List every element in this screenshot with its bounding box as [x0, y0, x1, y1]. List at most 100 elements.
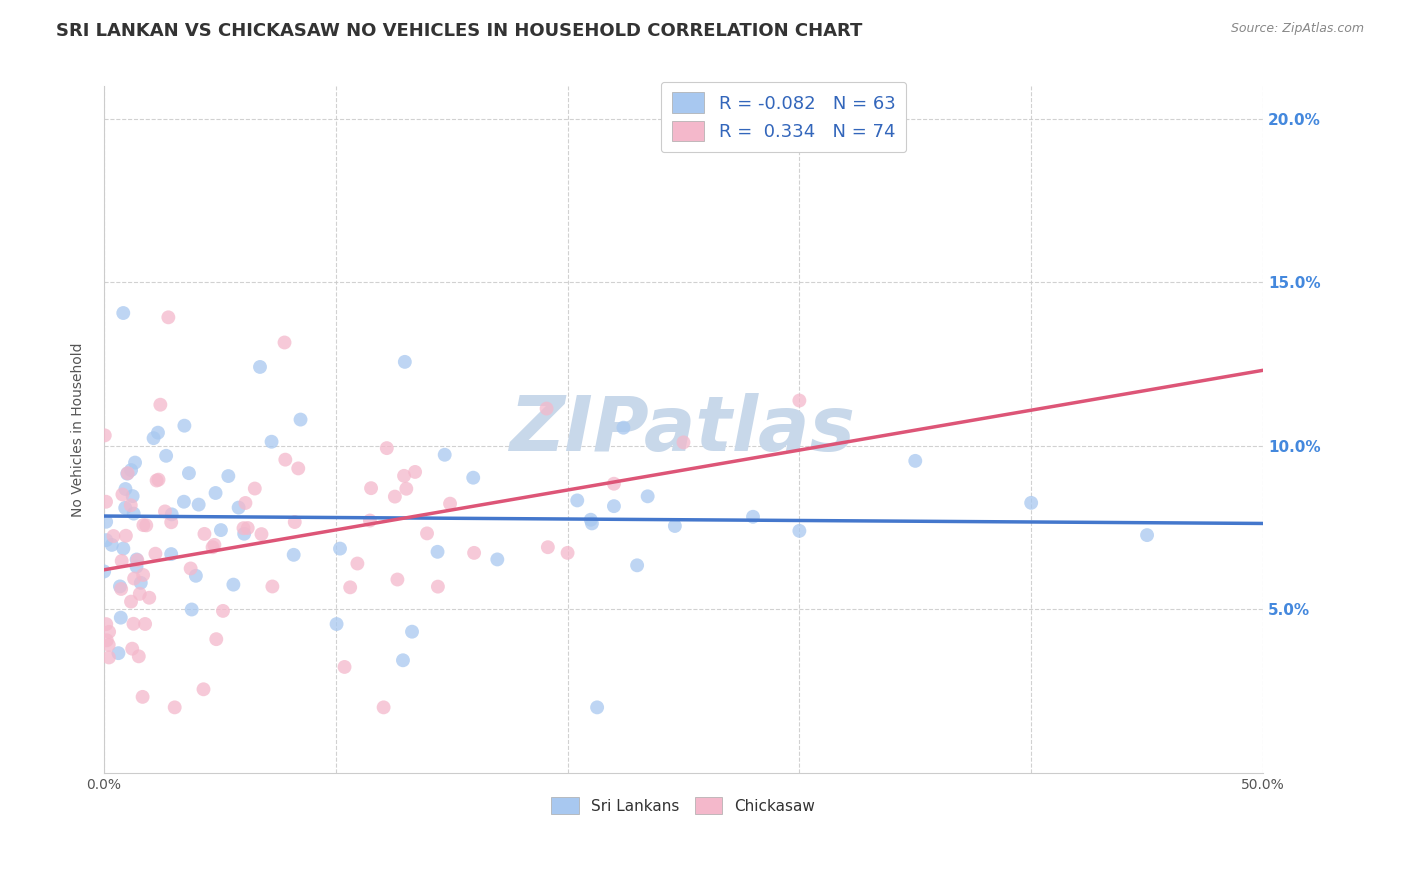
- Point: [155, 449, 177, 463]
- Point: [180, 602, 202, 616]
- Point: [394, 355, 416, 369]
- Point: [260, 434, 283, 449]
- Point: [163, 700, 186, 714]
- Point: [145, 474, 167, 488]
- Point: [114, 500, 136, 515]
- Point: [120, 594, 142, 608]
- Point: [160, 515, 183, 529]
- Point: [115, 529, 138, 543]
- Point: [637, 489, 659, 503]
- Point: [94, 428, 117, 442]
- Point: [360, 481, 382, 495]
- Point: [537, 540, 560, 554]
- Point: [148, 473, 170, 487]
- Point: [160, 547, 183, 561]
- Point: [742, 509, 765, 524]
- Point: [387, 573, 409, 587]
- Point: [664, 519, 686, 533]
- Point: [124, 456, 146, 470]
- Point: [180, 561, 202, 575]
- Point: [581, 516, 603, 531]
- Point: [132, 518, 155, 533]
- Point: [384, 490, 406, 504]
- Text: SRI LANKAN VS CHICKASAW NO VEHICLES IN HOUSEHOLD CORRELATION CHART: SRI LANKAN VS CHICKASAW NO VEHICLES IN H…: [56, 22, 863, 40]
- Point: [284, 515, 307, 529]
- Point: [96, 633, 118, 648]
- Point: [122, 507, 145, 521]
- Point: [426, 580, 449, 594]
- Point: [173, 418, 195, 433]
- Point: [486, 552, 509, 566]
- Point: [262, 579, 284, 593]
- Point: [111, 487, 134, 501]
- Point: [339, 580, 361, 594]
- Point: [101, 538, 124, 552]
- Point: [586, 700, 609, 714]
- Point: [228, 500, 250, 515]
- Point: [131, 690, 153, 704]
- Point: [325, 617, 347, 632]
- Point: [193, 527, 215, 541]
- Point: [97, 638, 120, 652]
- Point: [416, 526, 439, 541]
- Point: [184, 569, 207, 583]
- Point: [173, 494, 195, 508]
- Point: [142, 431, 165, 445]
- Point: [373, 700, 395, 714]
- Point: [153, 504, 176, 518]
- Point: [212, 604, 235, 618]
- Point: [122, 616, 145, 631]
- Point: [1136, 528, 1159, 542]
- Point: [232, 521, 254, 535]
- Point: [187, 498, 209, 512]
- Text: ZIPatlas: ZIPatlas: [510, 392, 856, 467]
- Point: [117, 467, 139, 481]
- Point: [111, 554, 134, 568]
- Point: [93, 565, 115, 579]
- Point: [359, 514, 381, 528]
- Y-axis label: No Vehicles in Household: No Vehicles in Household: [72, 343, 86, 516]
- Point: [149, 398, 172, 412]
- Legend: Sri Lankans, Chickasaw: Sri Lankans, Chickasaw: [543, 788, 825, 823]
- Point: [789, 393, 811, 408]
- Point: [603, 476, 626, 491]
- Point: [789, 524, 811, 538]
- Point: [120, 498, 142, 512]
- Point: [536, 401, 558, 416]
- Point: [250, 527, 273, 541]
- Point: [138, 591, 160, 605]
- Point: [249, 359, 271, 374]
- Point: [463, 471, 485, 485]
- Point: [463, 546, 485, 560]
- Point: [125, 559, 148, 574]
- Point: [110, 610, 132, 624]
- Point: [333, 660, 356, 674]
- Point: [121, 489, 143, 503]
- Point: [209, 523, 232, 537]
- Point: [146, 425, 169, 440]
- Point: [112, 541, 135, 556]
- Point: [222, 577, 245, 591]
- Point: [128, 587, 150, 601]
- Point: [672, 435, 695, 450]
- Point: [401, 624, 423, 639]
- Point: [145, 547, 167, 561]
- Point: [290, 412, 312, 426]
- Point: [107, 646, 129, 660]
- Point: [579, 513, 602, 527]
- Point: [94, 494, 117, 508]
- Point: [125, 552, 148, 566]
- Point: [236, 521, 259, 535]
- Point: [134, 617, 156, 632]
- Point: [404, 465, 426, 479]
- Point: [108, 579, 131, 593]
- Point: [567, 493, 589, 508]
- Point: [160, 508, 183, 522]
- Point: [117, 466, 139, 480]
- Point: [97, 650, 120, 665]
- Point: [904, 454, 927, 468]
- Point: [114, 482, 136, 496]
- Point: [243, 482, 266, 496]
- Point: [205, 632, 228, 647]
- Point: [557, 546, 579, 560]
